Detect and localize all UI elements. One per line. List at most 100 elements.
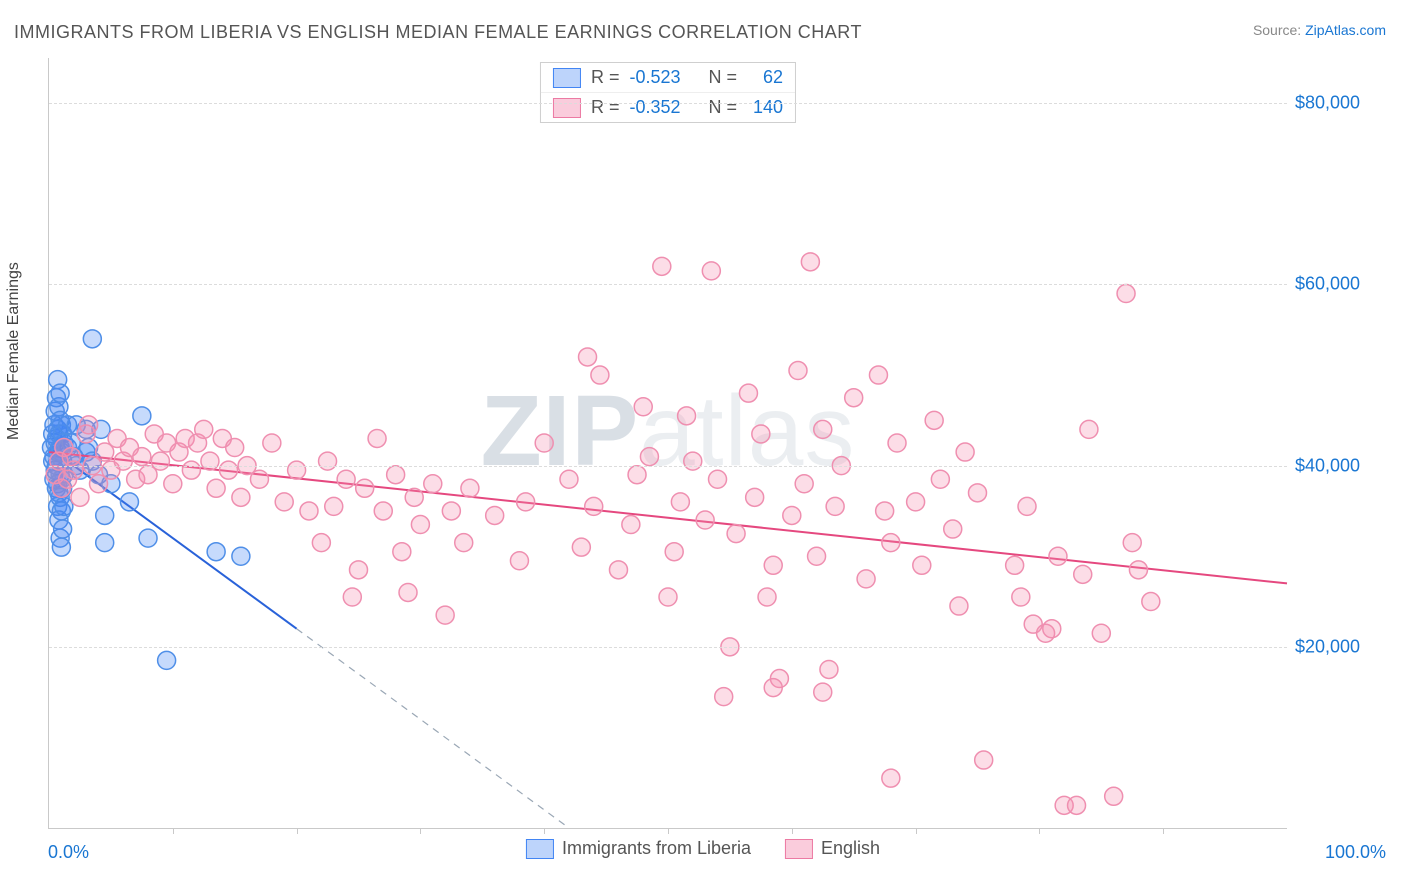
legend-row-liberia: R = -0.523 N = 62 [541,63,795,92]
n-value: 140 [747,97,783,118]
source-attribution: Source: ZipAtlas.com [1253,22,1386,38]
data-point-english [876,502,894,520]
data-point-english [343,588,361,606]
data-point-english [913,556,931,574]
data-point-english [356,479,374,497]
data-point-english [764,556,782,574]
data-point-english [250,470,268,488]
y-tick-label: $40,000 [1295,455,1395,476]
data-point-english [1142,593,1160,611]
data-point-english [969,484,987,502]
data-point-english [795,475,813,493]
data-point-liberia [52,538,70,556]
x-axis-max-label: 100.0% [1325,842,1386,863]
data-point-english [263,434,281,452]
data-point-english [275,493,293,511]
data-point-english [424,475,442,493]
data-point-english [826,497,844,515]
data-point-english [857,570,875,588]
source-link[interactable]: ZipAtlas.com [1305,22,1386,38]
gridline [49,103,1287,104]
gridline [49,284,1287,285]
data-point-english [560,470,578,488]
r-label: R = [591,67,620,88]
x-tick [792,828,793,834]
r-label: R = [591,97,620,118]
data-point-english [950,597,968,615]
data-point-english [579,348,597,366]
data-point-liberia [139,529,157,547]
scatter-svg [49,58,1287,828]
data-point-english [585,497,603,515]
data-point-english [671,493,689,511]
data-point-english [220,461,238,479]
legend-item-english: English [785,838,880,859]
data-point-english [387,466,405,484]
data-point-english [653,257,671,275]
data-point-english [845,389,863,407]
data-point-english [399,583,417,601]
data-point-english [659,588,677,606]
data-point-english [783,506,801,524]
data-point-english [195,420,213,438]
data-point-english [312,534,330,552]
x-tick [297,828,298,834]
gridline [49,647,1287,648]
data-point-english [956,443,974,461]
data-point-english [640,448,658,466]
data-point-english [888,434,906,452]
x-tick [420,828,421,834]
data-point-english [1012,588,1030,606]
legend-row-english: R = -0.352 N = 140 [541,92,795,122]
data-point-english [300,502,318,520]
plot-area: ZIPatlas R = -0.523 N = 62 R = -0.352 N … [48,58,1287,829]
data-point-english [461,479,479,497]
legend-item-liberia: Immigrants from Liberia [526,838,751,859]
data-point-english [727,525,745,543]
data-point-english [80,416,98,434]
data-point-english [411,516,429,534]
data-point-english [207,479,225,497]
data-point-liberia [158,651,176,669]
x-tick [668,828,669,834]
x-tick [1163,828,1164,834]
data-point-liberia [96,534,114,552]
data-point-liberia [120,493,138,511]
data-point-liberia [83,330,101,348]
swatch-icon [785,839,813,859]
data-point-english [133,448,151,466]
data-point-english [752,425,770,443]
data-point-liberia [232,547,250,565]
swatch-icon [526,839,554,859]
data-point-english [684,452,702,470]
data-point-english [226,439,244,457]
swatch-icon [553,68,581,88]
data-point-english [71,488,89,506]
correlation-legend: R = -0.523 N = 62 R = -0.352 N = 140 [540,62,796,123]
data-point-english [882,769,900,787]
data-point-liberia [133,407,151,425]
data-point-english [801,253,819,271]
data-point-english [1123,534,1141,552]
data-point-english [350,561,368,579]
source-label: Source: [1253,22,1305,38]
legend-label: English [821,838,880,859]
data-point-english [715,688,733,706]
data-point-english [486,506,504,524]
data-point-english [814,683,832,701]
data-point-liberia [207,543,225,561]
data-point-english [678,407,696,425]
data-point-english [337,470,355,488]
data-point-english [65,461,83,479]
data-point-english [814,420,832,438]
data-point-english [151,452,169,470]
data-point-liberia [96,506,114,524]
data-point-english [709,470,727,488]
data-point-english [374,502,392,520]
swatch-icon [553,98,581,118]
data-point-english [182,461,200,479]
data-point-english [746,488,764,506]
n-value: 62 [747,67,783,88]
data-point-liberia [51,384,69,402]
legend-label: Immigrants from Liberia [562,838,751,859]
